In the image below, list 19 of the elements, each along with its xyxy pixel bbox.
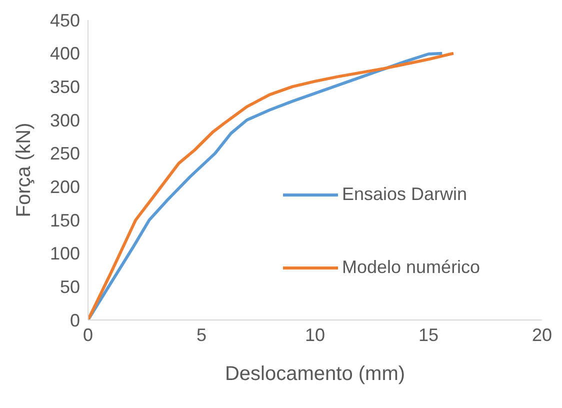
legend-label: Ensaios Darwin <box>342 184 468 205</box>
y-tick-label: 450 <box>50 10 80 30</box>
y-tick-label: 100 <box>50 244 80 264</box>
y-tick-label: 150 <box>50 210 80 230</box>
y-axis-title: Força (kN) <box>13 122 36 218</box>
y-tick-label: 350 <box>50 77 80 98</box>
x-axis-title: Deslocamento (mm) <box>224 363 406 385</box>
x-tick-label: 0 <box>82 324 94 345</box>
x-tick-label: 10 <box>304 324 326 345</box>
x-tick-label: 5 <box>196 324 207 345</box>
legend-label: Modelo numérico <box>342 257 480 278</box>
y-tick-label: 400 <box>50 44 80 64</box>
x-tick-label: 20 <box>532 324 552 345</box>
y-tick-label: 300 <box>50 110 80 130</box>
y-tick-label: 250 <box>50 144 80 164</box>
y-tick-label: 50 <box>60 277 80 298</box>
x-tick-label: 15 <box>418 324 439 345</box>
y-tick-label: 200 <box>50 177 80 198</box>
y-tick-label: 0 <box>70 310 80 330</box>
